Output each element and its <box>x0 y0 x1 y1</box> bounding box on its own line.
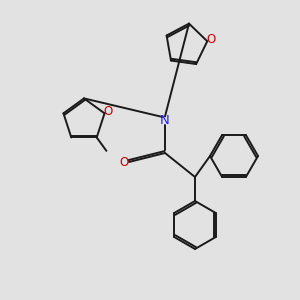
Text: O: O <box>206 33 215 46</box>
Text: N: N <box>160 113 170 127</box>
Text: O: O <box>104 105 113 118</box>
Text: O: O <box>120 155 129 169</box>
